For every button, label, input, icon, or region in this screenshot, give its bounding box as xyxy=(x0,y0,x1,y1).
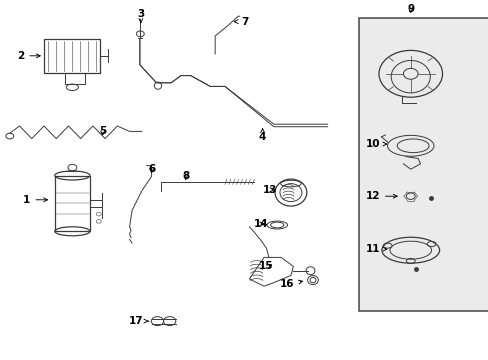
Text: 14: 14 xyxy=(253,219,267,229)
Text: 8: 8 xyxy=(182,171,189,181)
Text: 1: 1 xyxy=(23,195,47,205)
Text: 16: 16 xyxy=(280,279,302,289)
Text: 2: 2 xyxy=(17,51,40,61)
Text: 17: 17 xyxy=(128,316,148,326)
Text: 4: 4 xyxy=(258,129,266,142)
Text: 11: 11 xyxy=(365,244,386,254)
Text: 7: 7 xyxy=(234,17,248,27)
Text: 3: 3 xyxy=(137,9,144,23)
Text: 15: 15 xyxy=(259,261,273,271)
Bar xyxy=(65,73,84,84)
Bar xyxy=(55,176,90,231)
Text: 9: 9 xyxy=(407,4,413,14)
Text: 13: 13 xyxy=(263,185,277,195)
Bar xyxy=(359,18,488,311)
Text: 10: 10 xyxy=(365,139,386,149)
Text: 12: 12 xyxy=(365,191,396,201)
Text: 6: 6 xyxy=(148,164,155,174)
Text: 5: 5 xyxy=(99,126,106,136)
